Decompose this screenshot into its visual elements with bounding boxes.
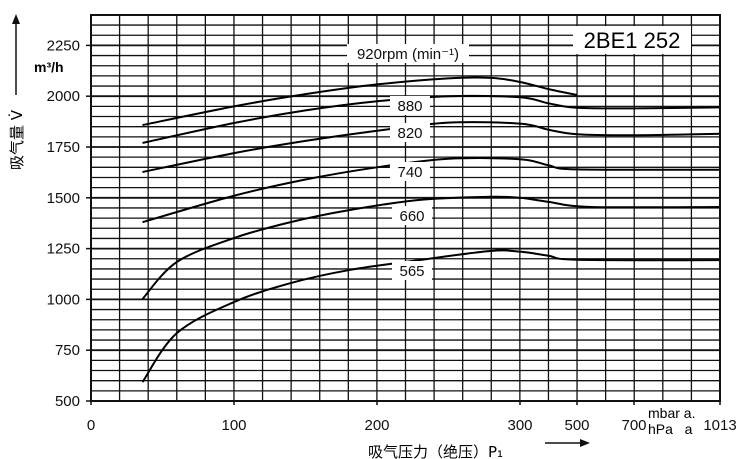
x-tick-label: 0: [87, 417, 95, 434]
curve-660: [141, 195, 721, 300]
y-axis-title: 吸气量 V̇: [7, 109, 26, 170]
chart-title: 2BE1 252: [584, 28, 681, 53]
x-axis-title: 吸气压力（绝压）P₁: [368, 443, 503, 459]
curve-920: [142, 76, 578, 127]
curve-label-bg: [390, 162, 430, 181]
curve-label-820: 820: [397, 125, 422, 142]
y-tick-label: 2250: [47, 37, 80, 54]
arrow-up-icon: [12, 14, 20, 24]
curves: [141, 76, 721, 383]
curve-label-bg: [390, 123, 430, 142]
y-tick-label: 2000: [47, 88, 80, 105]
x-tick-label: 200: [364, 417, 389, 434]
x-tick-label: 300: [507, 417, 532, 434]
y-tick-label: 500: [55, 393, 80, 410]
arrow-right-icon: [580, 439, 590, 447]
y-tick-label: 750: [55, 342, 80, 359]
curve-565: [141, 249, 721, 383]
curve-label-bg: [392, 261, 432, 280]
curve-740: [142, 157, 721, 224]
plot-frame: [90, 14, 721, 402]
curve-label-bg: [347, 44, 469, 63]
curve-label-920: 920rpm (min⁻¹): [357, 46, 459, 63]
x-tick-label: 500: [564, 417, 589, 434]
x-tick-label: 100: [221, 417, 246, 434]
y-tick-label: 1000: [47, 291, 80, 308]
curve-label-880: 880: [397, 98, 422, 115]
curve-label-bg: [392, 206, 432, 225]
title-box: [573, 26, 691, 54]
curve-880: [142, 94, 721, 144]
x-unit-bottom: hPa a: [648, 421, 693, 437]
curve-820: [142, 121, 721, 173]
curve-label-bg: [390, 96, 430, 115]
x-tick-label: 700: [621, 417, 646, 434]
x-tick-label: 1013: [703, 417, 736, 434]
x-unit-top: mbar a.: [648, 405, 695, 421]
y-tick-labels: 500 750 1000 1250 1500 1750 2000 2250: [47, 37, 91, 410]
curve-label-740: 740: [397, 164, 422, 181]
y-tick-label: 1250: [47, 241, 80, 258]
y-tick-label: 1750: [47, 139, 80, 156]
y-tick-label: 1500: [47, 190, 80, 207]
y-axis-label: 吸气量 V̇: [7, 14, 26, 170]
x-tick-labels: 0 100 200 300 500 700 1013: [87, 401, 737, 434]
curve-label-565: 565: [399, 263, 424, 280]
curve-labels: 920rpm (min⁻¹) 880 820 740 660 565: [347, 44, 469, 280]
y-unit: m³/h: [34, 59, 64, 75]
curve-label-660: 660: [399, 208, 424, 225]
